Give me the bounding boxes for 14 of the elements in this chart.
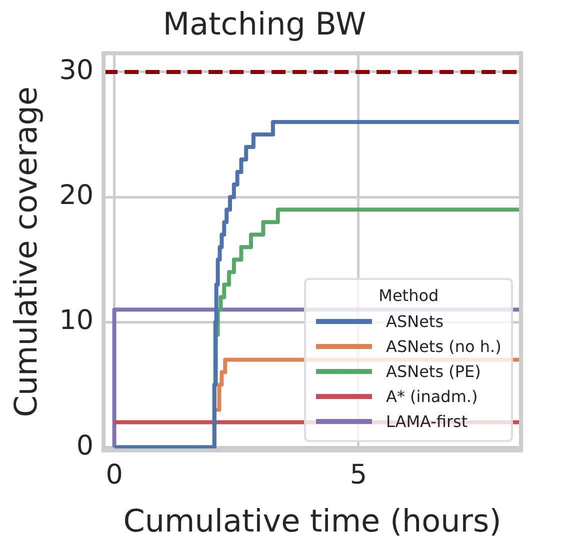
y-tick-label: 0	[76, 430, 94, 462]
chart-title: Matching BW	[162, 6, 366, 43]
legend-title: Method	[378, 286, 440, 306]
legend-label: ASNets (no h.)	[386, 337, 502, 356]
y-tick-label: 30	[59, 54, 94, 86]
y-axis-title: Cumulative coverage	[8, 86, 45, 418]
y-tick-label: 20	[59, 180, 94, 212]
x-axis-title: Cumulative time (hours)	[123, 503, 502, 540]
legend-label: ASNets	[386, 312, 444, 332]
legend-label: LAMA-first	[386, 412, 468, 432]
legend-label: A* (inadm.)	[386, 387, 478, 406]
y-tick-label: 10	[59, 305, 94, 336]
x-tick-label: 5	[350, 460, 368, 491]
legend-label: ASNets (PE)	[386, 362, 481, 382]
